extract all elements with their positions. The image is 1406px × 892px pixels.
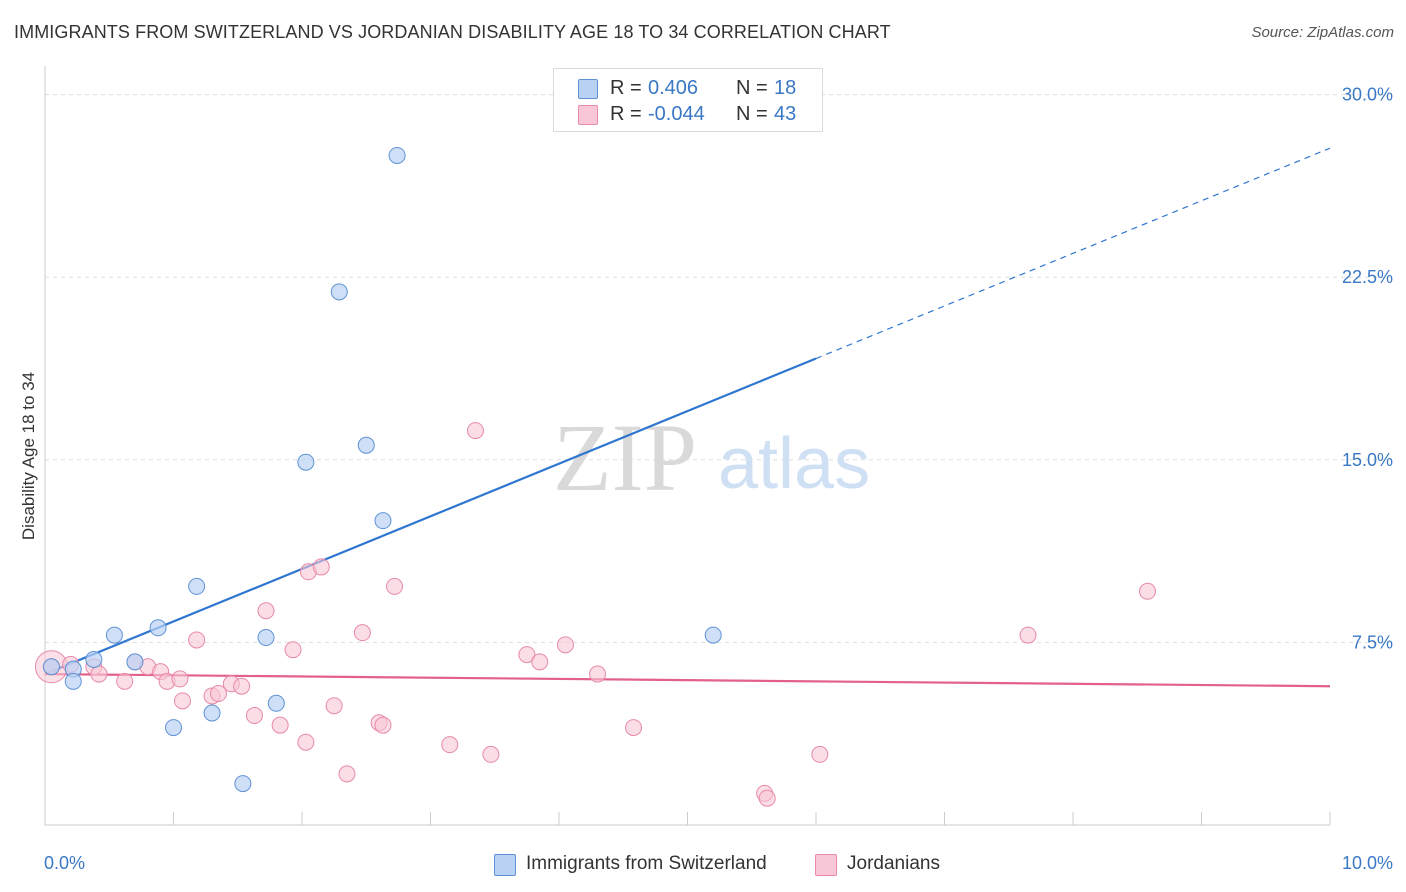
point-switzerland [149, 619, 167, 637]
watermark-atlas: atlas [718, 424, 870, 504]
bottom-legend-swatch-pink [815, 854, 837, 876]
point-jordanians [1139, 582, 1157, 600]
point-jordanians [518, 646, 536, 664]
legend-swatch-pink [578, 105, 598, 125]
x-tick-label: 10.0% [1342, 853, 1393, 873]
legend-r-value: 0.406 [648, 77, 699, 99]
point-jordanians [325, 697, 343, 715]
point-jordanians [811, 745, 829, 763]
point-jordanians [116, 672, 134, 690]
point-switzerland [267, 694, 285, 712]
legend-n-value: 18 [774, 77, 797, 99]
point-jordanians [90, 665, 108, 683]
point-jordanians [625, 719, 643, 737]
source-credit: Source: ZipAtlas.com [1251, 24, 1394, 41]
point-jordanians [209, 685, 227, 703]
point-jordanians [556, 636, 574, 654]
chart-title: IMMIGRANTS FROM SWITZERLAND VS JORDANIAN… [14, 22, 891, 42]
scatter-points [34, 146, 1157, 807]
point-switzerland [105, 626, 123, 644]
point-switzerland [188, 577, 206, 595]
point-switzerland [257, 629, 275, 647]
point-jordanians [297, 733, 315, 751]
point-switzerland [126, 653, 144, 671]
y-axis-label: Disability Age 18 to 34 [19, 372, 38, 540]
point-jordanians [1019, 626, 1037, 644]
point-jordanians [271, 716, 289, 734]
legend-n-value: 43 [774, 103, 797, 125]
watermark: ZIP atlas [553, 404, 870, 511]
bottom-legend-label: Jordanians [847, 853, 940, 874]
legend-r-label: R = [610, 103, 642, 125]
y-tick-label: 22.5% [1342, 267, 1393, 287]
point-switzerland [297, 453, 315, 471]
y-tick-label: 7.5% [1352, 632, 1393, 652]
point-jordanians [338, 765, 356, 783]
point-switzerland [330, 283, 348, 301]
point-jordanians [386, 577, 404, 595]
point-jordanians [173, 692, 191, 710]
bottom-legend-swatch-blue [494, 854, 516, 876]
y-tick-label: 15.0% [1342, 450, 1393, 470]
point-switzerland [704, 626, 722, 644]
point-switzerland [42, 658, 60, 676]
point-jordanians [171, 670, 189, 688]
trend-line-switzerland [44, 357, 817, 676]
point-jordanians [284, 641, 302, 659]
point-jordanians [233, 677, 251, 695]
point-switzerland [64, 672, 82, 690]
point-switzerland [388, 146, 406, 164]
axes [44, 66, 1331, 826]
point-jordanians [257, 602, 275, 620]
trend-lines [44, 147, 1331, 688]
stats-legend: R = 0.406 N = 18 R = -0.044 N = 43 [553, 68, 823, 132]
point-switzerland [374, 512, 392, 530]
trend-line-jordanians [44, 672, 1331, 688]
point-jordanians [353, 624, 371, 642]
x-tick-label: 0.0% [44, 853, 85, 873]
point-switzerland [234, 775, 252, 793]
legend-r-value: -0.044 [648, 103, 705, 125]
bottom-legend-label: Immigrants from Switzerland [526, 853, 767, 874]
point-switzerland [203, 704, 221, 722]
point-jordanians [482, 745, 500, 763]
point-jordanians [758, 789, 776, 807]
trend-line-switzerland-projection [815, 147, 1331, 360]
y-tick-label: 30.0% [1342, 85, 1393, 105]
point-jordanians [245, 706, 263, 724]
point-jordanians [312, 558, 330, 576]
point-jordanians [466, 422, 484, 440]
point-jordanians [531, 653, 549, 671]
point-jordanians [589, 665, 607, 683]
point-switzerland [165, 719, 182, 737]
legend-n-label: N = [736, 103, 768, 125]
point-switzerland [85, 650, 103, 668]
point-jordanians [374, 716, 392, 734]
point-switzerland [357, 436, 375, 454]
legend-swatch-blue [578, 79, 598, 99]
point-jordanians [188, 631, 206, 649]
legend-r-label: R = [610, 77, 642, 99]
grid-lines [45, 94, 1392, 643]
tick-labels: 7.5% 15.0% 22.5% 30.0% 0.0% 10.0% [44, 85, 1393, 873]
point-jordanians [441, 736, 459, 754]
legend-n-label: N = [736, 77, 768, 99]
